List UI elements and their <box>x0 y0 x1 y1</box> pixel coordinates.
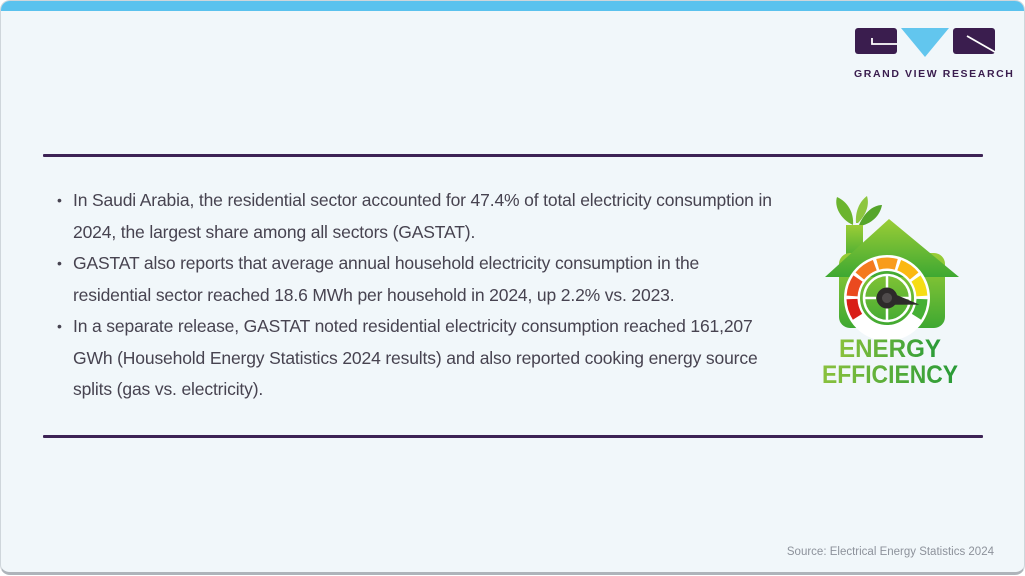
divider-bottom <box>43 435 983 438</box>
top-accent-bar <box>1 1 1024 11</box>
grand-view-research-logo: GRAND VIEW RESEARCH <box>854 27 1015 80</box>
key-findings-text: In Saudi Arabia, the residential sector … <box>56 185 778 406</box>
energy-label: ENERGY <box>839 335 941 363</box>
gvr-logo-icon <box>855 28 996 57</box>
divider-top <box>43 154 983 157</box>
bullet-list: In Saudi Arabia, the residential sector … <box>56 185 778 406</box>
gauge-needle-icon <box>876 287 920 309</box>
energy-efficiency-illustration: ENERGY EFFICIENCY <box>819 195 965 391</box>
source-note: Source: Electrical Energy Statistics 202… <box>786 546 994 558</box>
bullet-item: In Saudi Arabia, the residential sector … <box>56 185 778 248</box>
bullet-item: In a separate release, GASTAT noted resi… <box>56 311 778 406</box>
energy-efficiency-house-icon: ENERGY EFFICIENCY <box>822 196 959 389</box>
bullet-item: GASTAT also reports that average annual … <box>56 248 778 311</box>
gvr-logo-text: GRAND VIEW RESEARCH <box>854 68 1015 80</box>
efficiency-label: EFFICIENCY <box>822 361 958 389</box>
